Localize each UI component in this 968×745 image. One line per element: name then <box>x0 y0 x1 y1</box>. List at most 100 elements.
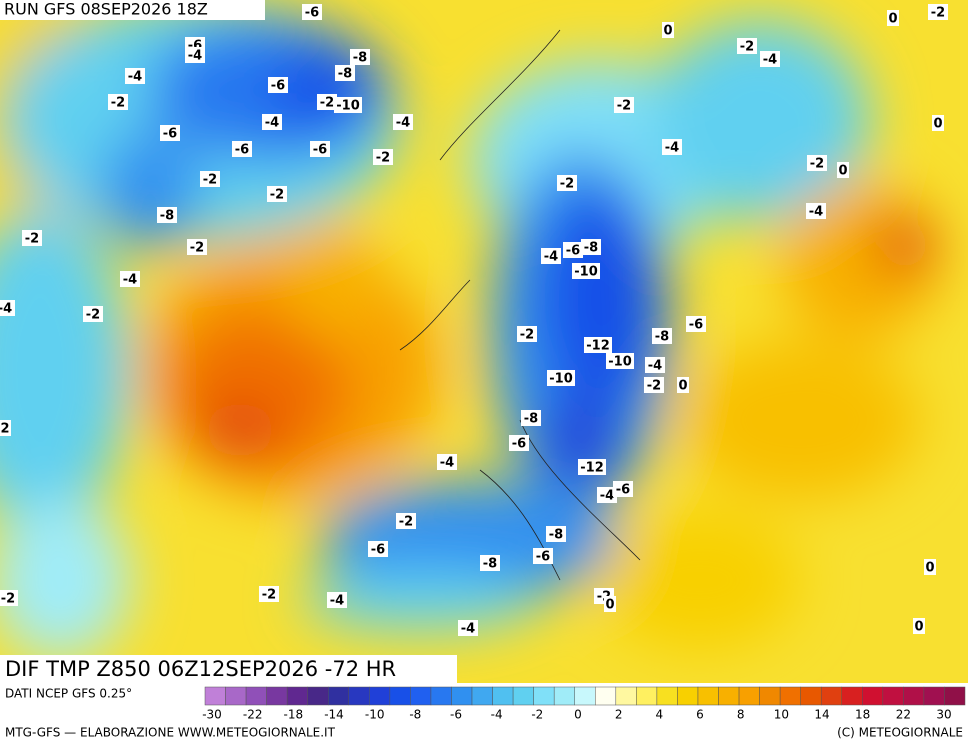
contour-label: -2 <box>740 40 754 55</box>
contour-label: 0 <box>838 164 847 179</box>
colorbar-swatch <box>245 686 267 706</box>
contour-label: -4 <box>600 489 614 504</box>
contour-label-bg <box>22 230 42 246</box>
contour-label-bg <box>581 239 601 255</box>
contour-label-bg <box>737 38 757 54</box>
contour-label: -2 <box>1 592 15 607</box>
contour-label-bg <box>125 68 145 84</box>
source-label: DATI NCEP GFS 0.25° <box>5 687 132 701</box>
colorbar-swatch <box>225 686 247 706</box>
contour-label: -2 <box>25 232 39 247</box>
contour-label-bg <box>645 357 665 373</box>
contour-label-bg <box>597 487 617 503</box>
contour-label: -2 <box>810 157 824 172</box>
contour-label: 0 <box>605 598 614 613</box>
colorbar-tick-label: -4 <box>491 708 503 722</box>
contour-label-bg <box>310 141 330 157</box>
colorbar-tick-label: 30 <box>936 708 951 722</box>
contour-label: -6 <box>371 543 385 558</box>
colorbar-swatch <box>923 686 945 706</box>
contour-label: -4 <box>648 359 662 374</box>
colorbar-swatch <box>656 686 678 706</box>
contour-label-bg <box>185 47 205 63</box>
contour-label: -6 <box>305 6 319 21</box>
contour-label: 0 <box>933 117 942 132</box>
colorbar-tick-label: -30 <box>202 708 222 722</box>
contour-label: 0 <box>914 620 923 635</box>
contour-label: -4 <box>440 456 454 471</box>
contour-label-bg <box>232 141 252 157</box>
colorbar-swatch <box>410 686 432 706</box>
contour-label-bg <box>662 22 674 38</box>
colorbar-swatch <box>944 686 966 706</box>
contour-label-bg <box>509 435 529 451</box>
contour-label-bg <box>686 316 706 332</box>
contour-label: -4 <box>809 205 823 220</box>
contour-label: -2 <box>262 588 276 603</box>
contour-label-bg <box>267 186 287 202</box>
colorbar-tick-label: -6 <box>450 708 462 722</box>
contour-label-bg <box>268 77 288 93</box>
contour-label: -6 <box>616 483 630 498</box>
contour-label-bg <box>932 115 944 131</box>
contour-label: -2 <box>647 379 661 394</box>
copyright: (C) METEOGIORNALE <box>837 726 963 740</box>
contour-label-bg <box>541 248 561 264</box>
contour-label-bg <box>806 203 826 219</box>
colorbar-tick-label: -10 <box>365 708 385 722</box>
contour-label-bg <box>604 596 616 612</box>
colorbar-tick-label: 14 <box>814 708 829 722</box>
colorbar-tick-label: -14 <box>324 708 344 722</box>
contour-label-bg <box>546 526 566 542</box>
colorbar-tick-label: -8 <box>409 708 421 722</box>
colorbar-swatch <box>779 686 801 706</box>
contour-label: -8 <box>549 528 563 543</box>
colorbar-swatch <box>697 686 719 706</box>
contour-label: -4 <box>461 622 475 637</box>
contour-label: -4 <box>123 273 137 288</box>
contour-label: -2 <box>203 173 217 188</box>
contour-label: -10 <box>549 372 573 387</box>
colorbar-swatch <box>286 686 308 706</box>
contour-label: 0 <box>888 12 897 27</box>
contour-label-bg <box>887 10 899 26</box>
contour-label: -6 <box>313 143 327 158</box>
colorbar-tick-label: 4 <box>656 708 664 722</box>
contour-label: -4 <box>330 594 344 609</box>
contour-label: -4 <box>188 49 202 64</box>
contour-label-bg <box>517 326 537 342</box>
contour-label-bg <box>807 155 827 171</box>
contour-label-bg <box>547 370 575 386</box>
contour-label-bg <box>396 513 416 529</box>
contour-label: -2 <box>617 99 631 114</box>
contour-label: -2 <box>111 96 125 111</box>
contour-label-bg <box>157 207 177 223</box>
contour-label-bg <box>557 175 577 191</box>
contour-label: -6 <box>689 318 703 333</box>
colorbar-swatch <box>882 686 904 706</box>
colorbar-swatch <box>327 686 350 706</box>
contour-label: -6 <box>271 79 285 94</box>
contour-label: 0 <box>925 561 934 576</box>
contour-label-bg <box>327 592 347 608</box>
colorbar-swatch <box>451 686 473 706</box>
contour-label: -2 <box>86 308 100 323</box>
contour-label-bg <box>563 242 583 258</box>
colorbar-tick-label: 6 <box>696 708 704 722</box>
colorbar-swatch <box>841 686 863 706</box>
contour-label-bg <box>335 65 355 81</box>
contour-label: -4 <box>128 70 142 85</box>
contour-label: -2 <box>190 241 204 256</box>
contour-label-bg <box>677 377 689 393</box>
colorbar-swatch <box>738 686 760 706</box>
contour-label-bg <box>458 620 478 636</box>
contour-label-bg <box>652 328 672 344</box>
contour-label-bg <box>614 97 634 113</box>
contour-label-bg <box>613 481 633 497</box>
colorbar-tick-label: -18 <box>284 708 304 722</box>
contour-label: -12 <box>586 339 610 354</box>
contour-label: -6 <box>536 550 550 565</box>
colorbar-swatch <box>677 686 699 706</box>
contour-label-bg <box>0 420 11 436</box>
